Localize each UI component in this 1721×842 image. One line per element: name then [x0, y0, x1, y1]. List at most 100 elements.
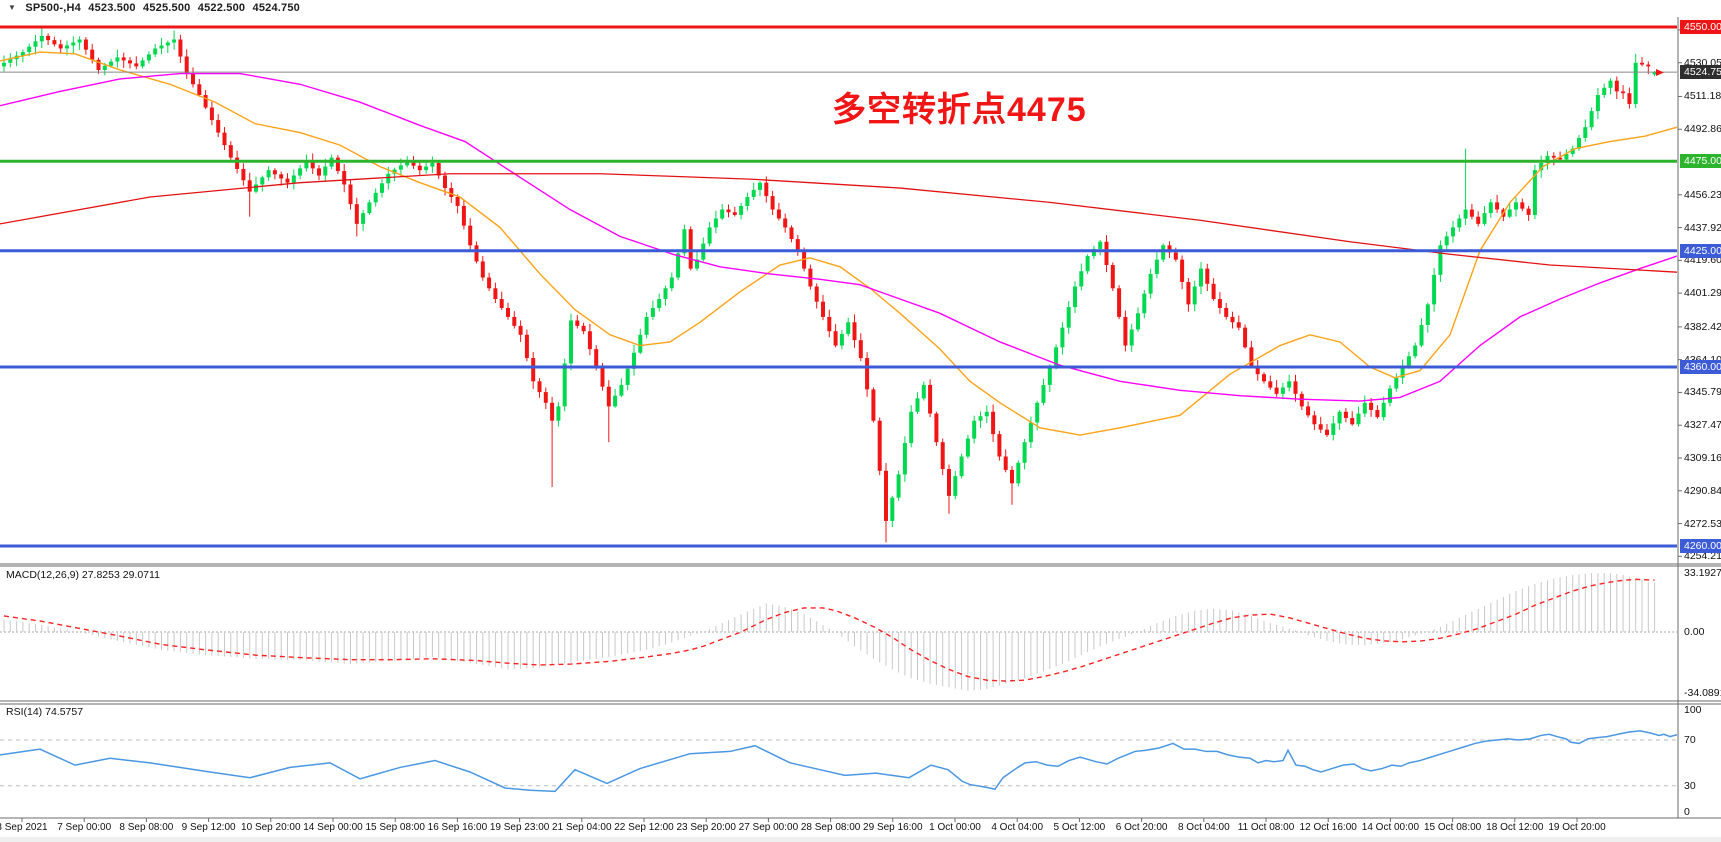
time-tick-label: 9 Sep 12:00: [181, 822, 236, 833]
candle-body: [606, 386, 611, 407]
candle-body: [33, 41, 38, 47]
collapse-triangle-icon[interactable]: ▼: [8, 3, 17, 12]
time-tick-label: 10 Sep 20:00: [241, 822, 301, 833]
candle-body: [411, 161, 416, 166]
candle-body: [140, 60, 145, 67]
candle-body: [291, 175, 296, 183]
candle-body: [632, 352, 636, 369]
candle-body: [921, 384, 926, 399]
price-tick-label: 4272.530: [1684, 517, 1721, 530]
chart-header: ▼ SP500-,H4 4523.500 4525.500 4522.500 4…: [8, 2, 304, 14]
candle-body: [1388, 388, 1392, 403]
candle-body: [216, 120, 221, 133]
candle-body: [1469, 209, 1474, 217]
candle-body: [461, 205, 466, 226]
candle-body: [814, 286, 819, 302]
candle-body: [1073, 286, 1077, 308]
chart-annotation-text[interactable]: 多空转折点4475: [832, 91, 1087, 129]
candle-body: [71, 42, 76, 46]
candle-body: [808, 268, 813, 287]
candle-body: [235, 157, 240, 169]
candle-body: [1104, 241, 1109, 266]
candle-body: [115, 57, 120, 62]
candle-body: [354, 204, 359, 224]
candle-body: [1022, 442, 1027, 463]
candle-body: [310, 161, 315, 169]
candle-body: [1589, 111, 1594, 128]
price-tick-label: 4254.215: [1684, 550, 1721, 563]
candle-body: [569, 320, 573, 364]
candle-body: [1293, 381, 1298, 394]
candle-body: [613, 395, 618, 407]
candle-body: [1041, 384, 1046, 403]
candle-body: [758, 182, 762, 190]
candle-body: [770, 196, 775, 210]
candle-body: [1595, 95, 1600, 112]
candle-body: [884, 470, 888, 521]
candle-body: [392, 169, 397, 174]
candle-body: [449, 188, 454, 198]
candle-body: [153, 48, 158, 55]
candle-body: [436, 163, 441, 176]
price-tick-label: 4511.180: [1684, 90, 1721, 103]
candle-body: [424, 166, 429, 171]
candle-body: [1400, 367, 1405, 378]
candle-body: [707, 227, 712, 244]
time-tick-label: 19 Oct 20:00: [1548, 822, 1606, 833]
ma-slow-red: [0, 173, 1678, 273]
candle-body: [1167, 245, 1172, 253]
time-tick-label: 8 Sep 08:00: [119, 822, 174, 833]
candle-body: [46, 35, 51, 41]
rsi-axis-label: 30: [1684, 779, 1696, 792]
candle-body: [1602, 87, 1607, 96]
candle-body: [298, 168, 303, 176]
candle-body: [121, 57, 126, 61]
candle-body: [1085, 256, 1090, 272]
candle-body: [543, 392, 548, 403]
candle-body: [537, 381, 542, 393]
candle-body: [1079, 271, 1084, 287]
candle-body: [373, 192, 378, 203]
candle-body: [1016, 462, 1021, 484]
time-tick-label: 14 Oct 00:00: [1361, 822, 1420, 833]
candle-body: [1142, 293, 1147, 314]
candle-body: [247, 180, 252, 192]
price-tick-label: 4382.420: [1684, 320, 1721, 333]
candle-body: [1564, 154, 1569, 160]
price-level-badge: 4475.000: [1680, 154, 1721, 169]
candle-body: [1255, 367, 1260, 375]
price-level-badge: 4550.000: [1680, 20, 1721, 34]
candle-body: [1217, 299, 1222, 308]
candle-body: [20, 52, 25, 56]
candle-body: [965, 438, 970, 457]
bottom-strip: [0, 837, 1721, 842]
price-tick-label: 4437.920: [1684, 221, 1721, 234]
candle-body: [1432, 274, 1437, 305]
candle-body: [915, 398, 920, 412]
candle-body: [348, 184, 353, 205]
candle-body: [1614, 80, 1619, 92]
candle-body: [594, 349, 599, 368]
candle-body: [266, 170, 271, 178]
candle-body: [877, 420, 882, 471]
candle-body: [1425, 304, 1430, 325]
candle-body: [732, 212, 737, 215]
candle-body: [1274, 387, 1279, 394]
candle-body: [209, 107, 214, 121]
candle-body: [1507, 209, 1512, 217]
candle-body: [279, 174, 284, 179]
time-tick-label: 16 Sep 16:00: [427, 822, 488, 833]
candle-body: [272, 170, 277, 175]
candle-body: [934, 413, 939, 443]
macd-indicator-label: MACD(12,26,9) 27.8253 29.0711: [6, 569, 160, 581]
candle-body: [2, 62, 6, 67]
candle-body: [1091, 248, 1096, 257]
candle-body: [1350, 418, 1355, 425]
candle-body: [713, 218, 718, 228]
candle-body: [638, 334, 643, 353]
time-tick-label: 6 Oct 20:00: [1115, 822, 1168, 833]
candle-body: [1551, 155, 1556, 158]
candle-body: [625, 368, 630, 385]
candle-body: [430, 163, 435, 167]
